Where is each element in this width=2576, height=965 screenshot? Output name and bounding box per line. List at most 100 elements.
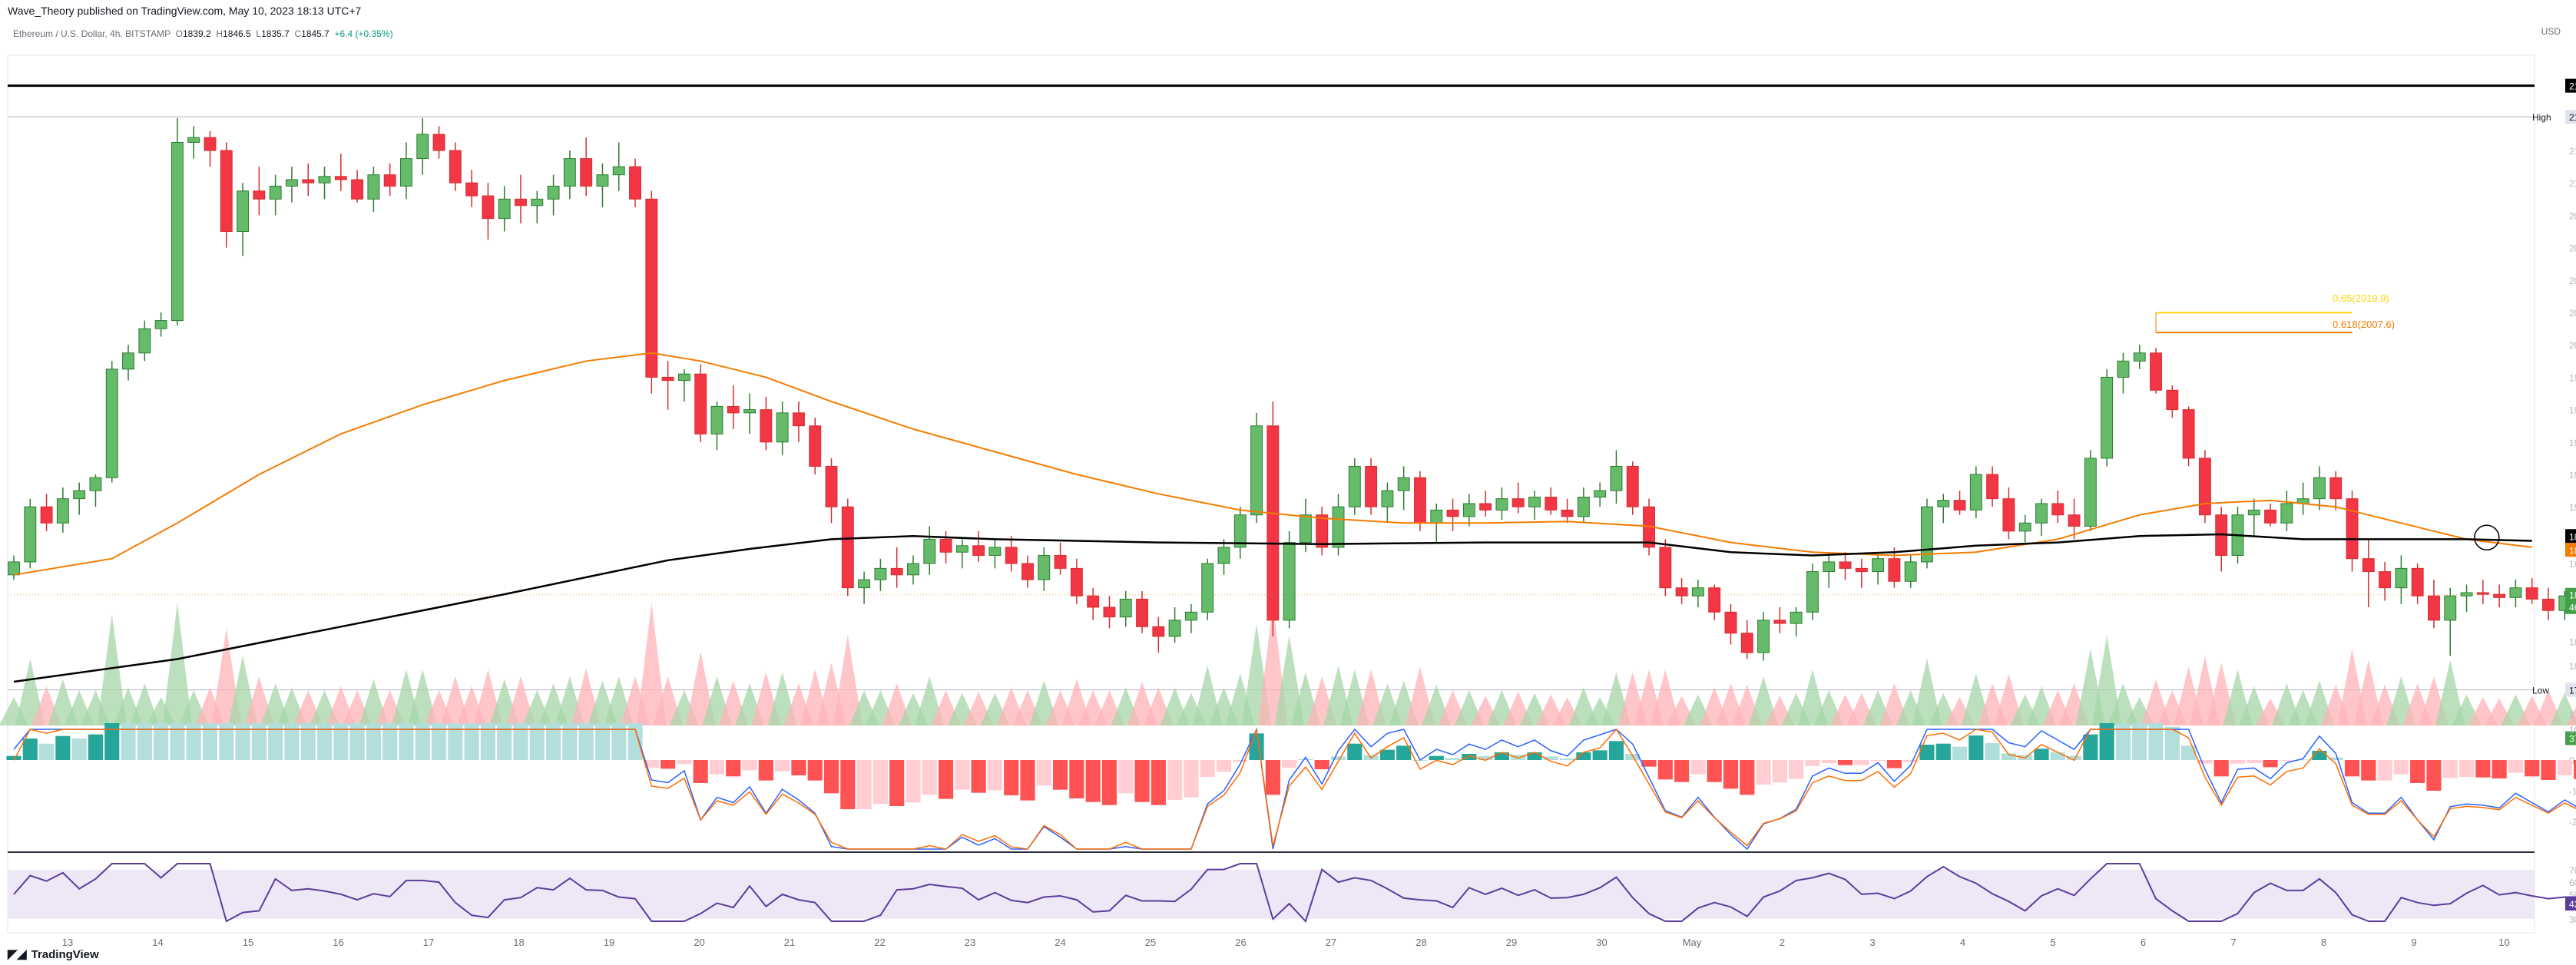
macd-histogram-bar bbox=[1101, 760, 1117, 805]
candle-body bbox=[237, 190, 250, 233]
macd-histogram-bar bbox=[578, 723, 594, 760]
rsi-tick-label: 70.00 bbox=[2569, 865, 2576, 876]
countdown-label: 46:08 bbox=[2569, 603, 2576, 613]
macd-histogram-bar bbox=[758, 760, 773, 781]
candle-body bbox=[727, 405, 740, 414]
price-tick-label: 1940.0 bbox=[2569, 438, 2576, 448]
candle-body bbox=[1430, 509, 1443, 524]
high-label: H bbox=[216, 28, 223, 39]
macd-histogram-bar bbox=[2263, 760, 2278, 768]
macd-histogram-bar bbox=[431, 723, 447, 760]
date-label: 10 bbox=[2498, 937, 2509, 948]
date-label: 2 bbox=[1780, 937, 1785, 948]
macd-histogram-bar bbox=[1968, 735, 1984, 760]
candle-body bbox=[1790, 611, 1803, 624]
signal-line bbox=[13, 728, 2576, 850]
candle-body bbox=[465, 182, 478, 197]
macd-histogram-bar bbox=[382, 723, 398, 760]
candle-body bbox=[661, 376, 674, 382]
macd-histogram-bar bbox=[1200, 760, 1215, 777]
candle-body bbox=[1594, 490, 1607, 498]
volume-bar bbox=[2435, 659, 2465, 725]
date-label: 15 bbox=[243, 937, 253, 948]
candle-body bbox=[1872, 558, 1885, 573]
candle-body bbox=[629, 166, 641, 200]
volume-bar bbox=[2092, 635, 2122, 725]
low-tag-value-box bbox=[2565, 682, 2576, 697]
symbol-info: Ethereum / U.S. Dollar, 4h, BITSTAMP O18… bbox=[13, 28, 393, 39]
macd-histogram-bar bbox=[840, 760, 856, 809]
candle-body bbox=[1316, 514, 1329, 548]
candle-body bbox=[383, 174, 396, 187]
candle-body bbox=[2509, 587, 2522, 598]
macd-histogram-bar bbox=[2247, 760, 2262, 763]
macd-histogram-bar bbox=[823, 760, 839, 794]
volume-bar bbox=[1274, 635, 1304, 725]
open-label: O bbox=[175, 28, 183, 39]
macd-histogram-bar bbox=[2181, 745, 2197, 760]
macd-histogram-bar bbox=[2442, 760, 2458, 778]
candle-body bbox=[955, 545, 968, 553]
macd-histogram-bar bbox=[2230, 760, 2246, 764]
volume-value-label: 372 bbox=[2569, 734, 2576, 745]
price-tick-label: 1865.0 bbox=[2569, 559, 2576, 570]
candle-body bbox=[809, 425, 822, 467]
macd-histogram-bar bbox=[1216, 760, 1232, 772]
macd-histogram-bar bbox=[1445, 758, 1461, 760]
macd-histogram-bar bbox=[235, 723, 250, 760]
macd-histogram-bar bbox=[529, 723, 545, 760]
macd-histogram-bar bbox=[1690, 760, 1706, 775]
candle-body bbox=[825, 465, 838, 507]
candle-body bbox=[416, 134, 429, 160]
macd-histogram-bar bbox=[2377, 760, 2392, 781]
volume-bar bbox=[833, 635, 863, 725]
macd-histogram-bar bbox=[906, 760, 921, 803]
candle-body bbox=[432, 134, 445, 151]
macd-histogram-bar bbox=[1330, 756, 1346, 760]
volume-bar bbox=[1651, 669, 1680, 725]
macd-histogram-bar bbox=[1723, 760, 1739, 789]
candle-body bbox=[1691, 587, 1704, 597]
macd-histogram-bar bbox=[1560, 758, 1575, 760]
macd-histogram-bar bbox=[1429, 755, 1444, 760]
date-label: 26 bbox=[1235, 937, 1246, 948]
macd-histogram-bar bbox=[1379, 749, 1395, 760]
macd-histogram-bar bbox=[1233, 760, 1248, 762]
candle-body bbox=[1626, 465, 1639, 507]
price-tick-label: 2040.0 bbox=[2569, 276, 2576, 286]
candle-body bbox=[1479, 503, 1492, 511]
macd-histogram-bar bbox=[71, 739, 87, 760]
candle-body bbox=[1740, 633, 1753, 653]
macd-histogram-bar bbox=[316, 723, 333, 760]
candle-body bbox=[122, 352, 134, 370]
date-label: 9 bbox=[2411, 937, 2416, 948]
macd-histogram-bar bbox=[693, 760, 708, 783]
candle-body bbox=[2428, 595, 2440, 621]
volume-bar bbox=[97, 614, 127, 725]
price-tick-label: 1772.0 bbox=[2569, 709, 2576, 720]
macd-histogram-bar bbox=[137, 723, 152, 760]
date-label: 27 bbox=[1326, 937, 1336, 948]
date-label: 23 bbox=[965, 937, 975, 948]
macd-histogram-bar bbox=[284, 723, 300, 760]
macd-tick-label: -10.0 bbox=[2569, 786, 2576, 797]
candle-body bbox=[2379, 571, 2392, 589]
last-price-label: 1845.7 bbox=[2569, 590, 2576, 601]
candle-body bbox=[1806, 571, 1819, 613]
macd-histogram-bar bbox=[480, 723, 495, 760]
candle-body bbox=[841, 506, 854, 589]
candle-body bbox=[187, 137, 200, 143]
candle-body bbox=[204, 137, 217, 151]
candle-body bbox=[2329, 477, 2343, 500]
candle-body bbox=[2035, 503, 2048, 524]
macd-tick-label: 0.0 bbox=[2569, 755, 2576, 766]
ema-price-label-box bbox=[2565, 543, 2576, 557]
macd-histogram-bar bbox=[856, 760, 872, 809]
high-value: 1846.5 bbox=[223, 28, 251, 39]
macd-histogram-bar bbox=[1085, 760, 1101, 802]
macd-histogram-bar bbox=[1396, 745, 1412, 760]
candle-body bbox=[2444, 595, 2457, 621]
macd-histogram-bar bbox=[104, 723, 120, 760]
high-tag-label: High bbox=[2532, 112, 2551, 123]
